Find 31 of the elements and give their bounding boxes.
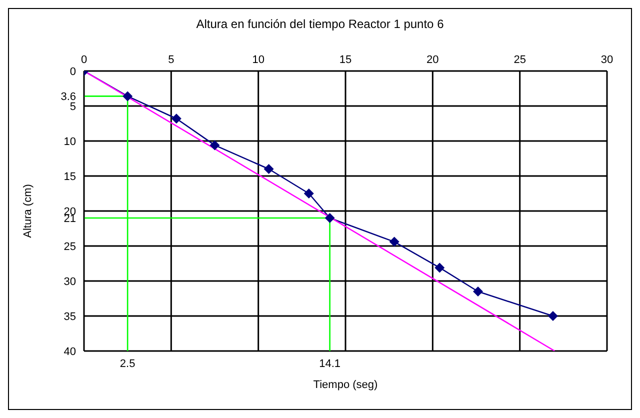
x-axis-title: Tiempo (seg) bbox=[313, 379, 378, 391]
x-tick-label: 0 bbox=[80, 54, 88, 66]
point bbox=[434, 262, 445, 273]
x-tick-label: 15 bbox=[339, 54, 352, 66]
point bbox=[324, 213, 335, 223]
point bbox=[472, 286, 483, 296]
point bbox=[389, 236, 400, 247]
x-tick-label: 10 bbox=[252, 54, 264, 66]
y-tick-label: 30 bbox=[64, 276, 76, 288]
point bbox=[548, 311, 558, 321]
y-tick-label: 15 bbox=[64, 170, 76, 183]
point bbox=[304, 188, 314, 198]
annotation: 2.5 bbox=[120, 358, 136, 370]
x-tick-label: 20 bbox=[426, 54, 439, 66]
point bbox=[210, 140, 220, 150]
point bbox=[122, 91, 133, 102]
point bbox=[264, 164, 274, 174]
annotation: 14.1 bbox=[319, 358, 341, 370]
y-tick-label: 25 bbox=[64, 240, 76, 253]
y-tick-label: 35 bbox=[64, 310, 76, 323]
y-axis-title: Altura (cm) bbox=[22, 184, 34, 238]
x-tick-label: 25 bbox=[514, 54, 526, 66]
x-tick-label: 30 bbox=[600, 54, 614, 66]
y-tick-label: 10 bbox=[64, 136, 76, 148]
y-tick-label: 5 bbox=[70, 100, 76, 113]
y-tick-label: 40 bbox=[64, 346, 76, 358]
y-tick-label: 0 bbox=[70, 66, 76, 78]
x-tick-label: 5 bbox=[168, 54, 174, 66]
chart-title: Altura en función del tiempo Reactor 1 punto 6 bbox=[195, 17, 445, 31]
y-tick-label: 3.6 bbox=[60, 91, 76, 104]
point bbox=[171, 114, 182, 124]
